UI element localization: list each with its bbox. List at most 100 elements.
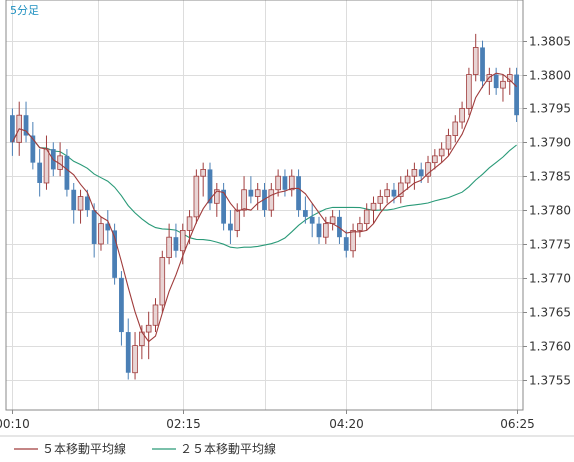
candle-body: [418, 169, 424, 177]
candle-body: [514, 74, 519, 116]
candle: [514, 67, 519, 122]
candle-body: [166, 236, 172, 258]
candle-body: [466, 74, 472, 109]
candle: [302, 196, 308, 224]
candle-body: [30, 135, 36, 163]
legend: ５本移動平均線 ２５本移動平均線: [14, 441, 276, 456]
candle: [37, 149, 43, 197]
candle-body: [179, 230, 186, 252]
candle-body: [350, 230, 356, 252]
candle-body: [64, 155, 70, 190]
candle: [214, 182, 220, 217]
candle: [397, 176, 404, 204]
timeframe-label: 5分足: [10, 4, 39, 17]
candle: [248, 176, 254, 204]
candle-body: [452, 121, 459, 136]
candle: [500, 74, 506, 102]
candle-body: [125, 332, 131, 373]
candle-body: [309, 216, 315, 224]
candle: [159, 250, 166, 312]
candle: [323, 216, 329, 244]
candle-body: [200, 169, 206, 177]
candle-body: [221, 189, 227, 224]
candle-body: [357, 223, 363, 231]
candle: [98, 216, 104, 251]
candle-body: [105, 223, 111, 231]
candle-body: [472, 47, 479, 75]
candle: [200, 162, 206, 197]
y-tick-label: 1.3785: [529, 170, 571, 184]
ma25-line: [11, 128, 517, 249]
y-tick-label: 1.3770: [529, 272, 571, 286]
candle-body: [91, 210, 97, 244]
y-tick-label: 1.3805: [529, 35, 571, 49]
candle: [350, 223, 356, 258]
candle: [30, 121, 36, 170]
candle: [23, 101, 29, 143]
candle-body: [71, 189, 77, 211]
candle: [432, 149, 438, 170]
candle-body: [254, 189, 261, 197]
candle: [145, 311, 152, 360]
y-tick-label: 1.3800: [529, 69, 571, 83]
candle-body: [438, 148, 445, 157]
candle: [84, 189, 90, 217]
candle-body: [459, 108, 465, 123]
candle-body: [241, 189, 247, 211]
ma5-line-group: [11, 72, 517, 343]
candle: [296, 169, 301, 217]
x-tick-label: 06:25: [500, 417, 535, 431]
legend-ma25-label: ２５本移動平均線: [180, 441, 276, 456]
candle-body: [323, 223, 329, 238]
candle-body: [262, 189, 267, 211]
candle-body: [425, 162, 431, 177]
candle: [125, 318, 131, 380]
candle-body: [207, 169, 213, 204]
candle: [282, 169, 288, 197]
candle: [309, 203, 315, 238]
y-tick-label: 1.3780: [529, 204, 571, 218]
candle: [445, 128, 452, 156]
candle-body: [329, 216, 336, 225]
candle-body: [404, 175, 411, 184]
ma5-line: [11, 72, 517, 343]
y-tick-label: 1.3765: [529, 306, 571, 320]
candle: [221, 182, 227, 231]
candle-body: [152, 304, 159, 326]
candle-body: [10, 115, 15, 143]
candle: [241, 176, 247, 217]
candle: [425, 155, 431, 183]
ma25-line-group: [11, 128, 517, 249]
candle-body: [316, 223, 322, 238]
candle-body: [43, 148, 50, 184]
candle: [377, 189, 384, 211]
candle: [357, 216, 363, 238]
candle-body: [377, 196, 384, 204]
candle: [207, 162, 213, 211]
candle-body: [445, 135, 452, 150]
x-tick-label: 00:10: [0, 417, 30, 431]
candle: [337, 210, 342, 244]
candle: [343, 230, 349, 258]
candle-body: [432, 155, 438, 164]
y-tick-label: 1.3790: [529, 136, 571, 150]
candle-body: [343, 237, 349, 251]
plot-frame: [5, 0, 524, 411]
candle: [71, 182, 77, 224]
candle: [193, 169, 200, 224]
candle-body: [500, 80, 506, 89]
candle: [452, 115, 459, 143]
candle-body: [302, 210, 308, 217]
candle: [132, 332, 138, 380]
candle: [466, 67, 472, 116]
candle: [404, 169, 411, 190]
candle: [64, 149, 70, 197]
candle-body: [370, 202, 377, 211]
candle: [480, 40, 485, 89]
candle-body: [411, 169, 418, 177]
candle: [10, 108, 15, 156]
candle: [363, 203, 370, 231]
candle: [411, 162, 418, 190]
